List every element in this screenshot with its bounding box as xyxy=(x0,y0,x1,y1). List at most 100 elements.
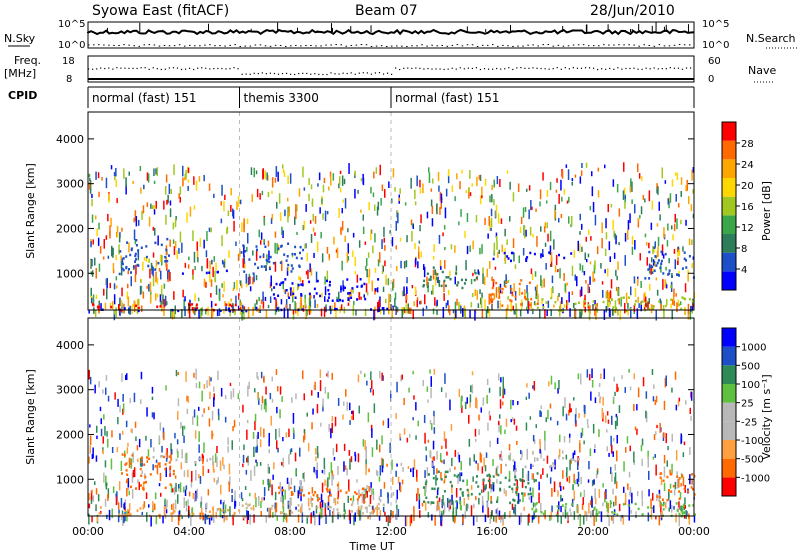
scatter-cell xyxy=(264,398,267,406)
scatter-cell xyxy=(673,300,675,306)
scatter-cell xyxy=(127,270,129,275)
data-cell xyxy=(355,492,358,496)
scatter-cell xyxy=(585,236,587,242)
scatter-cell xyxy=(495,467,498,475)
x-tick-label: 04:00 xyxy=(173,525,205,538)
data-cell xyxy=(336,508,339,511)
scatter-cell xyxy=(558,501,560,511)
data-cell xyxy=(328,292,331,296)
scatter-cell xyxy=(691,263,693,269)
nsearch-point xyxy=(668,45,671,47)
scatter-cell xyxy=(514,504,517,516)
scatter-cell xyxy=(439,191,442,202)
data-cell xyxy=(510,299,513,303)
scatter-cell xyxy=(550,417,552,421)
scatter-cell xyxy=(558,293,560,297)
scatter-cell xyxy=(198,444,200,453)
scatter-cell xyxy=(224,395,227,400)
scatter-cell xyxy=(94,481,96,486)
data-cell xyxy=(456,284,459,287)
scatter-cell xyxy=(405,295,408,300)
scatter-cell xyxy=(455,506,458,517)
scatter-cell xyxy=(311,422,313,430)
scatter-cell xyxy=(127,296,130,307)
scatter-cell xyxy=(676,471,678,476)
scatter-cell xyxy=(173,291,175,300)
data-cell xyxy=(280,281,283,285)
scatter-cell xyxy=(473,503,475,509)
data-cell xyxy=(436,273,439,276)
scatter-cell xyxy=(488,387,491,393)
data-cell xyxy=(496,465,499,469)
scatter-cell xyxy=(437,276,439,284)
scatter-cell xyxy=(360,370,362,375)
scatter-cell xyxy=(169,470,171,474)
scatter-cell xyxy=(116,499,119,505)
data-cell xyxy=(444,284,447,288)
scatter-cell xyxy=(160,287,163,296)
scatter-cell xyxy=(308,178,310,185)
nave-point xyxy=(653,67,655,69)
scatter-cell xyxy=(374,309,376,320)
data-cell xyxy=(316,494,319,497)
scatter-cell xyxy=(467,503,469,509)
scatter-cell xyxy=(275,298,277,306)
nave-point xyxy=(281,72,284,75)
data-cell xyxy=(297,509,300,512)
scatter-cell xyxy=(315,271,318,283)
scatter-cell xyxy=(159,422,162,431)
scatter-cell xyxy=(216,446,218,454)
scatter-cell xyxy=(478,271,480,276)
scatter-cell xyxy=(299,447,301,457)
data-cell xyxy=(313,287,316,291)
data-cell xyxy=(570,458,573,461)
nsearch-point xyxy=(214,45,216,47)
data-cell xyxy=(344,286,346,290)
data-cell xyxy=(681,296,684,299)
nave-point xyxy=(176,67,179,69)
scatter-cell xyxy=(469,245,471,252)
scatter-cell xyxy=(127,478,130,488)
data-cell xyxy=(653,246,656,249)
scatter-cell xyxy=(243,309,245,320)
scatter-cell xyxy=(466,245,469,255)
scatter-cell xyxy=(224,504,227,514)
nave-point xyxy=(277,73,280,75)
data-cell xyxy=(648,307,651,311)
data-cell xyxy=(495,281,498,285)
data-cell xyxy=(641,513,644,516)
scatter-cell xyxy=(295,393,297,400)
scatter-cell xyxy=(689,309,692,320)
scatter-cell xyxy=(331,422,333,434)
data-cell xyxy=(165,248,168,252)
scatter-cell xyxy=(295,204,297,213)
scatter-cell xyxy=(132,181,134,185)
cpid-segment-label: normal (fast) 151 xyxy=(92,91,196,105)
data-cell xyxy=(259,255,262,259)
scatter-cell xyxy=(120,260,123,269)
data-cell xyxy=(520,457,523,461)
scatter-cell xyxy=(133,302,136,313)
nave-point xyxy=(314,73,316,75)
data-cell xyxy=(195,303,198,306)
data-cell xyxy=(662,508,665,511)
scatter-cell xyxy=(640,445,643,452)
scatter-cell xyxy=(161,255,163,266)
scatter-cell xyxy=(313,252,315,258)
scatter-cell xyxy=(209,269,211,281)
scatter-cell xyxy=(219,460,222,471)
scatter-cell xyxy=(266,172,268,181)
data-cell xyxy=(181,272,184,275)
scatter-cell xyxy=(271,484,273,496)
scatter-cell xyxy=(403,307,406,311)
scatter-cell xyxy=(309,294,311,306)
scatter-cell xyxy=(565,413,568,421)
scatter-cell xyxy=(470,302,473,308)
data-cell xyxy=(347,297,350,300)
data-cell xyxy=(670,298,673,301)
data-cell xyxy=(678,497,681,501)
scatter-cell xyxy=(364,492,367,499)
scatter-cell xyxy=(657,246,659,258)
scatter-cell xyxy=(111,245,113,257)
scatter-cell xyxy=(478,175,481,180)
